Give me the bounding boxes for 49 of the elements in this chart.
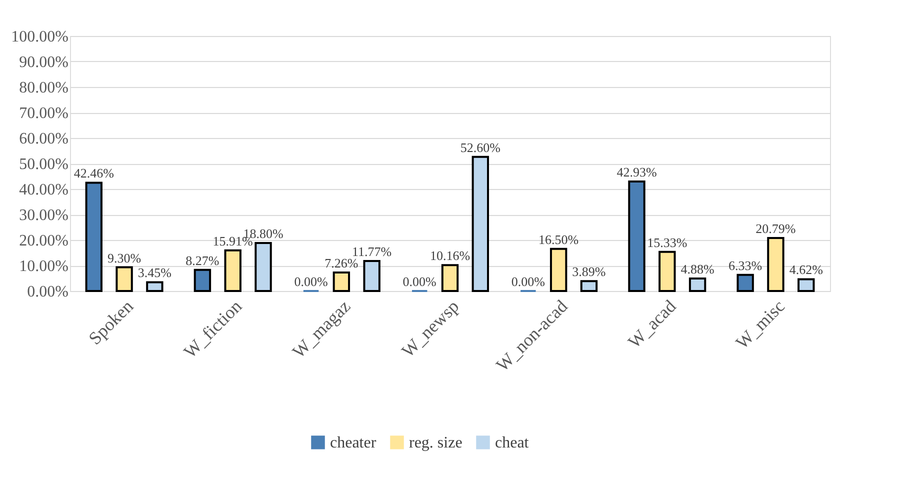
y-tick-label: 100.00% <box>11 28 68 46</box>
data-label: 16.50% <box>538 232 579 247</box>
bar <box>441 264 459 292</box>
data-label: 6.33% <box>728 258 762 273</box>
bar <box>798 278 815 292</box>
legend-label: cheat <box>495 434 530 452</box>
legend-label: cheater <box>330 434 377 452</box>
data-label: 4.62% <box>789 262 824 278</box>
bar <box>254 242 272 292</box>
y-tick-label: 70.00% <box>19 105 68 122</box>
y-tick-label: 10.00% <box>19 258 68 275</box>
data-label: 15.33% <box>647 234 688 250</box>
bar <box>472 156 489 292</box>
y-tick-label: 50.00% <box>19 156 68 173</box>
bar <box>688 278 706 292</box>
y-tick-label: 20.00% <box>19 232 68 250</box>
data-label: 0.00% <box>294 274 328 289</box>
bar <box>194 268 212 292</box>
bar <box>767 236 784 292</box>
bar <box>116 266 133 292</box>
data-label: 4.88% <box>680 262 714 277</box>
data-label: 42.46% <box>74 166 114 181</box>
y-tick-label: 80.00% <box>19 80 68 96</box>
y-tick-label: 40.00% <box>19 182 68 198</box>
y-tick-label: 0.00% <box>27 284 68 300</box>
bar <box>332 271 350 292</box>
data-label: 0.00% <box>402 274 437 289</box>
data-label: 10.16% <box>430 248 470 264</box>
data-label: 42.93% <box>616 164 657 180</box>
y-tick-label: 60.00% <box>19 130 68 148</box>
data-label: 3.45% <box>138 265 172 280</box>
data-label: 9.30% <box>107 250 142 266</box>
bar <box>224 249 242 292</box>
data-label: 0.00% <box>511 274 546 289</box>
bar <box>628 180 646 292</box>
legend-label: reg. size <box>409 434 462 452</box>
y-tick-label: 30.00% <box>19 207 68 224</box>
bar <box>363 260 380 292</box>
bar <box>550 248 568 292</box>
bar <box>736 274 754 292</box>
data-label: 3.89% <box>572 264 606 280</box>
y-tick-label: 90.00% <box>19 54 68 71</box>
bar <box>658 250 676 292</box>
data-label: 52.60% <box>460 140 501 155</box>
bar <box>146 281 164 292</box>
data-label: 8.27% <box>186 252 220 268</box>
bar <box>85 182 102 292</box>
bar <box>580 280 598 292</box>
data-label: 20.79% <box>756 220 796 236</box>
